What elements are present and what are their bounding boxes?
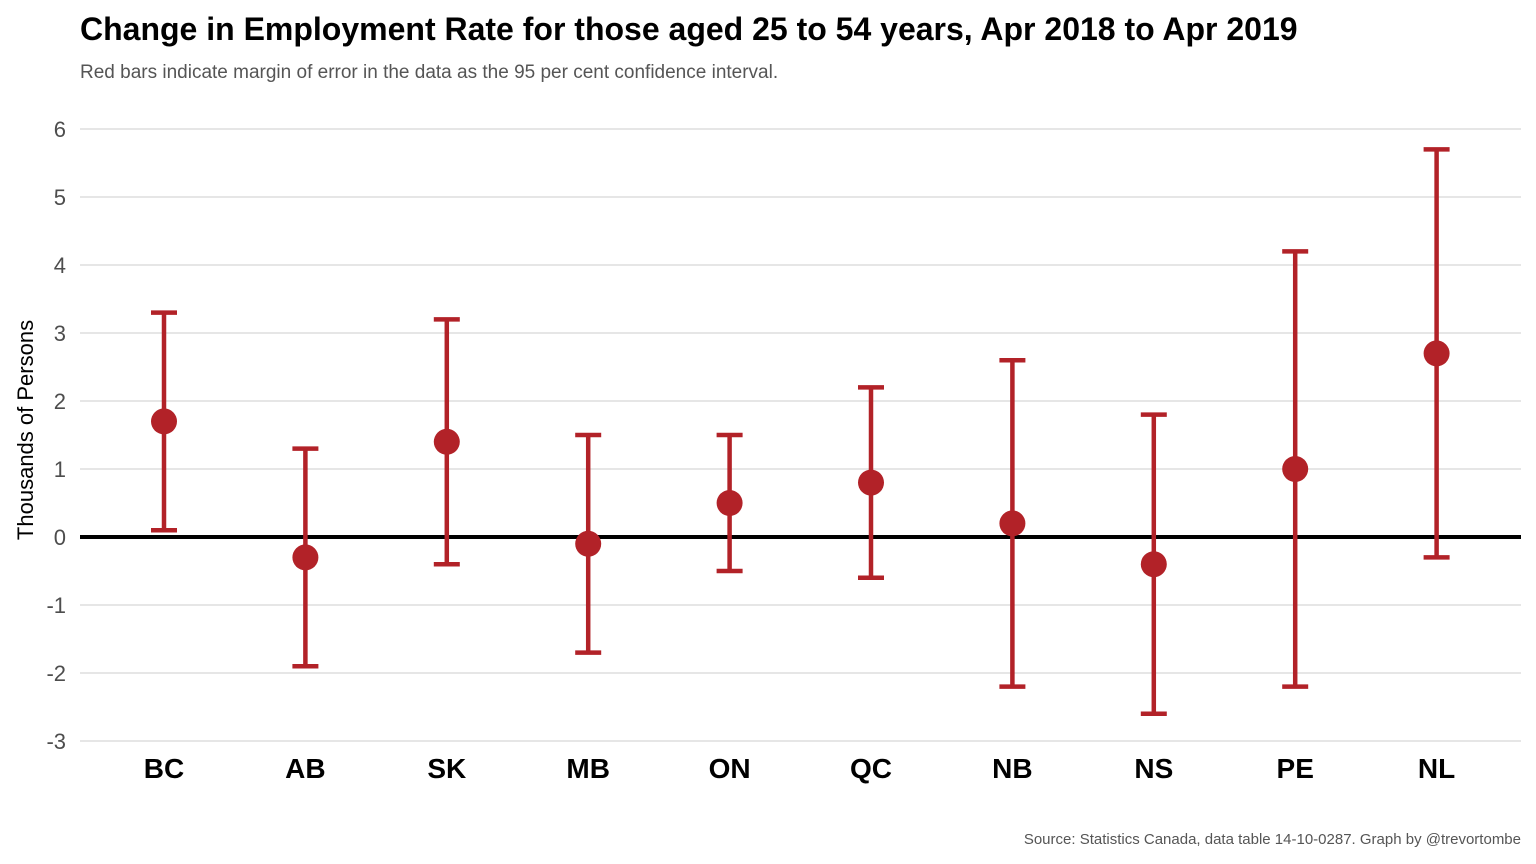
x-tick-label-nl: NL <box>1418 753 1455 784</box>
data-point-ab <box>292 544 319 571</box>
data-point-sk <box>433 428 460 455</box>
chart-caption: Source: Statistics Canada, data table 14… <box>1024 831 1521 848</box>
data-point-qc <box>858 469 884 496</box>
data-points <box>151 340 1450 578</box>
data-point-nl <box>1423 340 1450 367</box>
y-axis-ticks: -3 -2 -1 0 1 2 3 4 5 6 <box>46 117 66 754</box>
y-tick-label: 5 <box>54 185 66 210</box>
y-tick-label: -1 <box>46 593 66 618</box>
x-tick-label-mb: MB <box>566 753 610 784</box>
chart-subtitle: Red bars indicate margin of error in the… <box>80 62 778 83</box>
y-axis-label: Thousands of Persons <box>13 320 38 540</box>
error-bars <box>151 147 1450 717</box>
gridlines <box>80 128 1521 742</box>
y-tick-label: -3 <box>46 729 66 754</box>
y-tick-label: -2 <box>46 661 66 686</box>
x-tick-label-nb: NB <box>992 753 1032 784</box>
chart-title: Change in Employment Rate for those aged… <box>80 11 1298 47</box>
data-point-on <box>716 490 743 516</box>
data-point-mb <box>575 530 602 557</box>
y-tick-label: 0 <box>54 525 66 550</box>
x-axis-ticks: BC AB SK MB ON QC NB NS PE NL <box>144 753 1455 784</box>
x-tick-label-on: ON <box>709 753 751 784</box>
data-point-bc <box>151 408 177 435</box>
y-tick-label: 1 <box>54 457 66 482</box>
x-tick-label-qc: QC <box>850 753 892 784</box>
x-tick-label-ns: NS <box>1134 753 1173 784</box>
data-point-ns <box>1140 551 1167 578</box>
y-tick-label: 3 <box>54 321 66 346</box>
y-tick-label: 4 <box>54 253 66 278</box>
data-point-nb <box>999 510 1026 537</box>
x-tick-label-bc: BC <box>144 753 184 784</box>
data-point-pe <box>1282 456 1309 482</box>
x-tick-label-pe: PE <box>1277 753 1314 784</box>
x-tick-label-sk: SK <box>427 753 466 784</box>
y-tick-label: 2 <box>54 389 66 414</box>
y-tick-label: 6 <box>54 117 66 142</box>
x-tick-label-ab: AB <box>285 753 325 784</box>
